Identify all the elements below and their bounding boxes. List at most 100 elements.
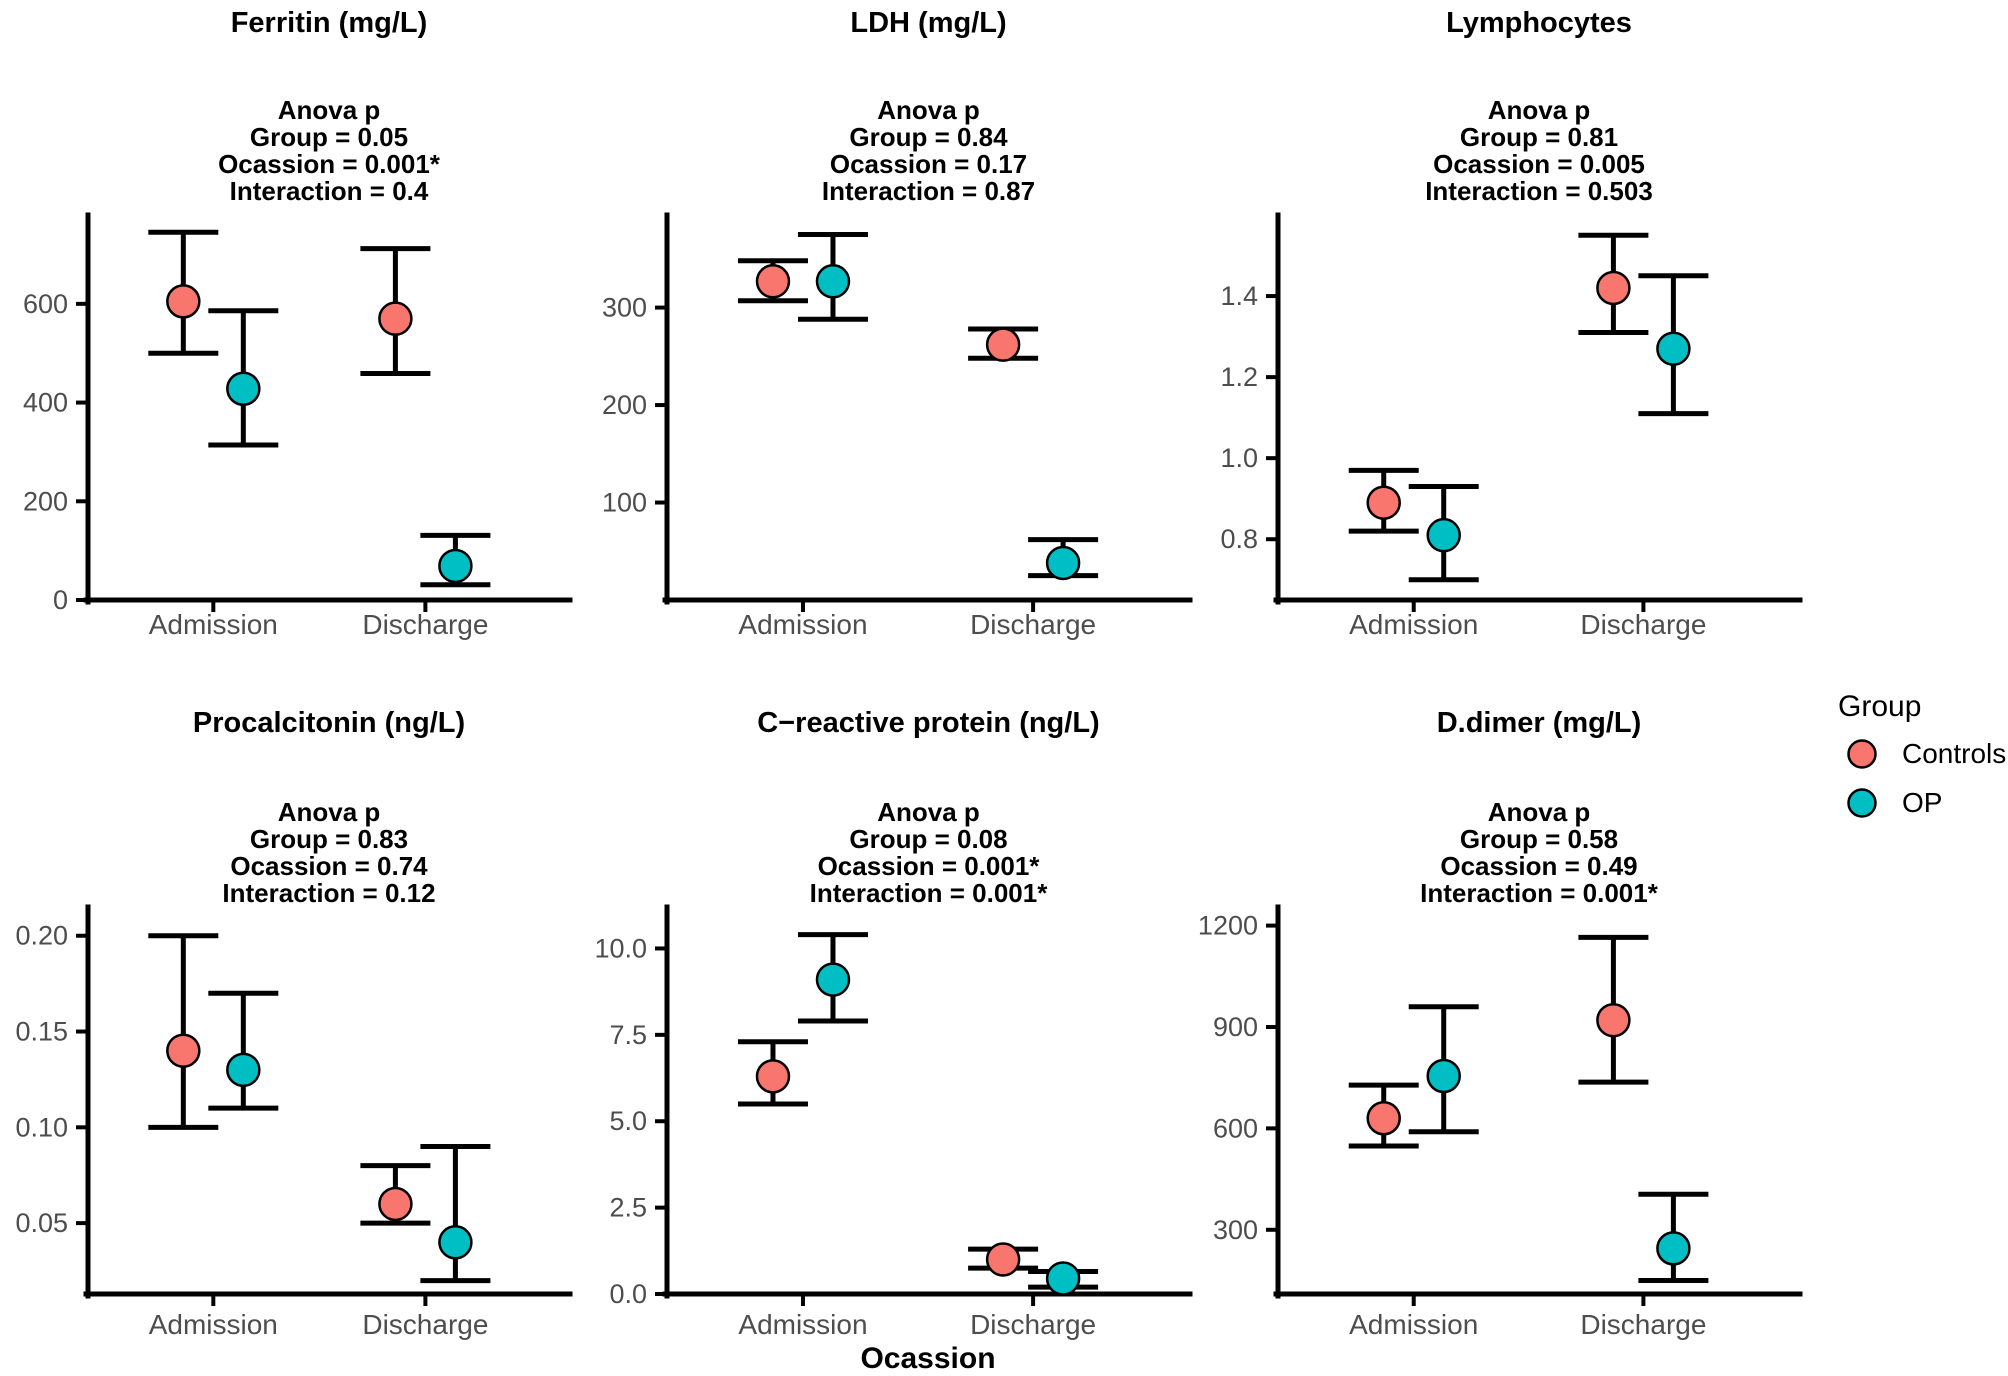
y-axis-tick-label: 0 bbox=[53, 585, 68, 615]
y-axis-tick-label: 400 bbox=[23, 388, 68, 418]
data-point-op-admission bbox=[815, 962, 851, 997]
legend: Group Controls OP bbox=[1838, 690, 2006, 818]
data-point-controls-admission bbox=[1366, 1100, 1401, 1136]
data-point-op-admission bbox=[815, 264, 851, 299]
data-point-op-discharge bbox=[1656, 1231, 1691, 1266]
anova-annotation-line: Anova p bbox=[877, 95, 980, 125]
y-axis-tick-label: 5.0 bbox=[609, 1106, 647, 1136]
anova-annotation-line: Group = 0.58 bbox=[1460, 824, 1618, 854]
data-point-controls-admission bbox=[1366, 485, 1401, 520]
anova-annotation-line: Group = 0.81 bbox=[1460, 122, 1618, 152]
errorbar-op-discharge bbox=[420, 1143, 491, 1284]
y-axis-tick-label: 1.0 bbox=[1220, 443, 1258, 473]
y-axis-tick-label: 0.10 bbox=[15, 1112, 68, 1142]
errorbar-controls-discharge bbox=[1578, 232, 1649, 336]
y-axis-tick-label: 1.2 bbox=[1220, 362, 1258, 392]
anova-annotation-line: Anova p bbox=[1488, 797, 1591, 827]
anova-annotation-line: Ocassion = 0.74 bbox=[230, 851, 428, 881]
y-axis-tick-label: 100 bbox=[602, 488, 647, 518]
data-point-op-discharge bbox=[1045, 1261, 1081, 1296]
data-point-op-discharge bbox=[438, 548, 473, 584]
legend-label: OP bbox=[1902, 787, 1942, 818]
panel-title: Lymphocytes bbox=[1446, 7, 1632, 39]
y-axis-tick-label: 2.5 bbox=[609, 1193, 647, 1223]
errorbar-controls-admission bbox=[737, 1039, 808, 1107]
y-axis-tick-label: 0.05 bbox=[15, 1208, 68, 1238]
y-axis-tick-label: 200 bbox=[23, 486, 68, 516]
data-point-controls-discharge bbox=[985, 327, 1021, 362]
y-axis-tick-label: 7.5 bbox=[609, 1020, 647, 1050]
panel-title: C−reactive protein (ng/L) bbox=[757, 707, 1099, 739]
errorbar-controls-admission bbox=[148, 933, 219, 1130]
errorbar-op-discharge bbox=[1028, 1261, 1099, 1296]
x-axis-tick-label: Discharge bbox=[1580, 609, 1706, 640]
errorbar-op-admission bbox=[797, 231, 868, 322]
errorbar-op-discharge bbox=[1638, 273, 1709, 417]
panel-title: Procalcitonin (ng/L) bbox=[193, 707, 465, 739]
data-point-op-discharge bbox=[438, 1225, 473, 1260]
y-axis-tick-label: 1.4 bbox=[1220, 281, 1258, 311]
data-point-controls-discharge bbox=[985, 1242, 1021, 1277]
errorbar-op-admission bbox=[797, 932, 868, 1024]
x-axis-tick-label: Admission bbox=[1349, 1309, 1478, 1340]
legend-title: Group bbox=[1838, 690, 1921, 723]
y-axis-tick-label: 0.20 bbox=[15, 921, 68, 951]
errorbar-op-discharge bbox=[1028, 537, 1099, 581]
errorbar-controls-admission bbox=[1348, 1082, 1419, 1149]
data-point-controls-admission bbox=[755, 1059, 791, 1094]
y-axis-tick-label: 300 bbox=[602, 293, 647, 323]
anova-annotation-line: Anova p bbox=[278, 797, 381, 827]
data-point-controls-admission bbox=[166, 284, 201, 319]
anova-annotation-line: Group = 0.08 bbox=[849, 824, 1007, 854]
errorbar-controls-discharge bbox=[360, 1163, 431, 1226]
panel-title: LDH (mg/L) bbox=[850, 7, 1006, 39]
errorbar-controls-discharge bbox=[968, 1242, 1039, 1277]
legend-swatch-controls bbox=[1847, 739, 1877, 769]
errorbar-op-discharge bbox=[1638, 1191, 1709, 1283]
anova-annotation-line: Group = 0.05 bbox=[250, 122, 408, 152]
x-axis-tick-label: Discharge bbox=[1580, 1309, 1706, 1340]
x-axis-tick-label: Admission bbox=[738, 609, 867, 640]
errorbar-controls-discharge bbox=[360, 246, 431, 376]
y-axis-tick-label: 10.0 bbox=[594, 933, 647, 963]
data-point-controls-admission bbox=[755, 264, 791, 299]
x-axis-tick-label: Admission bbox=[149, 1309, 278, 1340]
panel-title: Ferritin (mg/L) bbox=[231, 7, 428, 39]
anova-annotation-line: Ocassion = 0.001* bbox=[218, 149, 441, 179]
y-axis-tick-label: 0.8 bbox=[1220, 524, 1258, 554]
anova-annotation-line: Interaction = 0.12 bbox=[222, 878, 435, 908]
legend-swatch-op bbox=[1847, 788, 1877, 818]
anova-annotation-line: Interaction = 0.87 bbox=[822, 176, 1035, 206]
anova-annotation-line: Group = 0.84 bbox=[849, 122, 1008, 152]
data-point-op-discharge bbox=[1656, 331, 1691, 366]
errorbar-op-discharge bbox=[420, 532, 491, 588]
anova-annotation-line: Interaction = 0.001* bbox=[810, 878, 1049, 908]
data-point-controls-discharge bbox=[378, 301, 413, 336]
anova-annotation-line: Anova p bbox=[1488, 95, 1591, 125]
y-axis-tick-label: 900 bbox=[1213, 1012, 1258, 1042]
legend-label: Controls bbox=[1902, 738, 2006, 769]
anova-annotation-line: Ocassion = 0.005 bbox=[1433, 149, 1645, 179]
data-point-op-admission bbox=[226, 371, 261, 406]
anova-annotation-line: Anova p bbox=[278, 95, 381, 125]
errorbar-controls-admission bbox=[148, 229, 219, 356]
data-point-controls-admission bbox=[166, 1033, 201, 1068]
data-point-controls-discharge bbox=[1596, 1002, 1631, 1038]
y-axis-tick-label: 300 bbox=[1213, 1215, 1258, 1245]
data-point-op-admission bbox=[1426, 517, 1461, 553]
errorbar-op-admission bbox=[1408, 484, 1479, 583]
x-axis-title: Ocassion bbox=[860, 1342, 995, 1375]
anova-annotation-line: Interaction = 0.001* bbox=[1420, 878, 1659, 908]
errorbar-controls-admission bbox=[737, 258, 808, 304]
errorbar-op-admission bbox=[208, 990, 279, 1111]
x-axis-tick-label: Discharge bbox=[970, 609, 1096, 640]
anova-annotation-line: Interaction = 0.503 bbox=[1425, 176, 1653, 206]
errorbar-op-admission bbox=[1408, 1004, 1479, 1135]
